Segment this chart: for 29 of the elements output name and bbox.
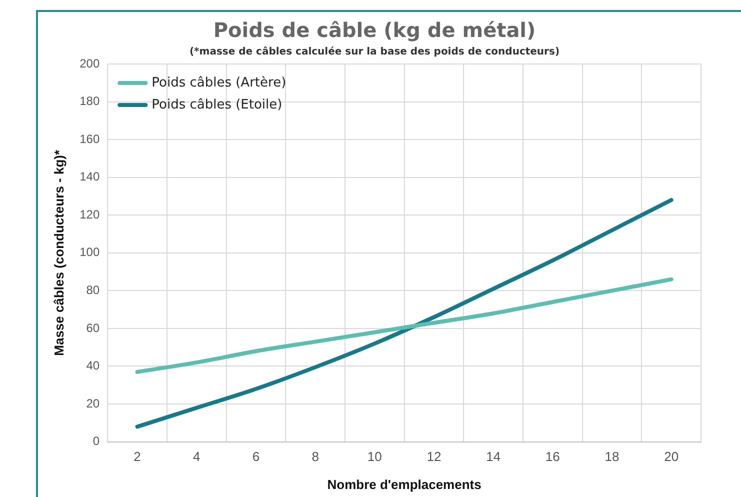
- y-tick-label: 80: [86, 282, 100, 297]
- x-tick-label: 4: [193, 449, 200, 464]
- x-tick-label: 14: [486, 449, 501, 464]
- x-tick-label: 12: [426, 449, 442, 464]
- legend-label: Poids câbles (Etoile): [152, 97, 282, 112]
- y-tick-label: 200: [80, 56, 100, 70]
- x-tick-label: 16: [545, 449, 560, 464]
- y-tick-label: 0: [92, 434, 100, 448]
- y-tick-label: 140: [80, 170, 100, 184]
- y-tick-label: 60: [86, 320, 100, 335]
- x-tick-label: 8: [312, 449, 319, 464]
- y-tick-label: 180: [80, 94, 100, 108]
- x-tick-label: 6: [252, 449, 260, 464]
- chart-subtitle: (*masse de câbles calculée sur la base des poids de conducteurs): [189, 46, 560, 58]
- x-axis-title: Nombre d'emplacements: [327, 476, 482, 492]
- line-series: [135, 277, 674, 374]
- legend-label: Poids câbles (Artère): [152, 75, 286, 90]
- y-tick-label: 120: [80, 207, 100, 222]
- y-tick-label: 160: [80, 132, 100, 146]
- x-tick-label: 20: [664, 449, 679, 464]
- x-tick-label: 10: [367, 449, 382, 464]
- chart-title: Poids de câble (kg de métal): [213, 18, 536, 42]
- y-tick-label: 20: [86, 396, 100, 410]
- y-tick-label: 100: [80, 245, 100, 260]
- x-tick-label: 18: [604, 449, 620, 464]
- y-tick-label: 40: [86, 358, 100, 373]
- y-axis-title: Masse câbles (conducteurs - kg)*: [51, 149, 66, 356]
- x-tick-label: 2: [134, 449, 141, 464]
- line-series: [135, 198, 674, 429]
